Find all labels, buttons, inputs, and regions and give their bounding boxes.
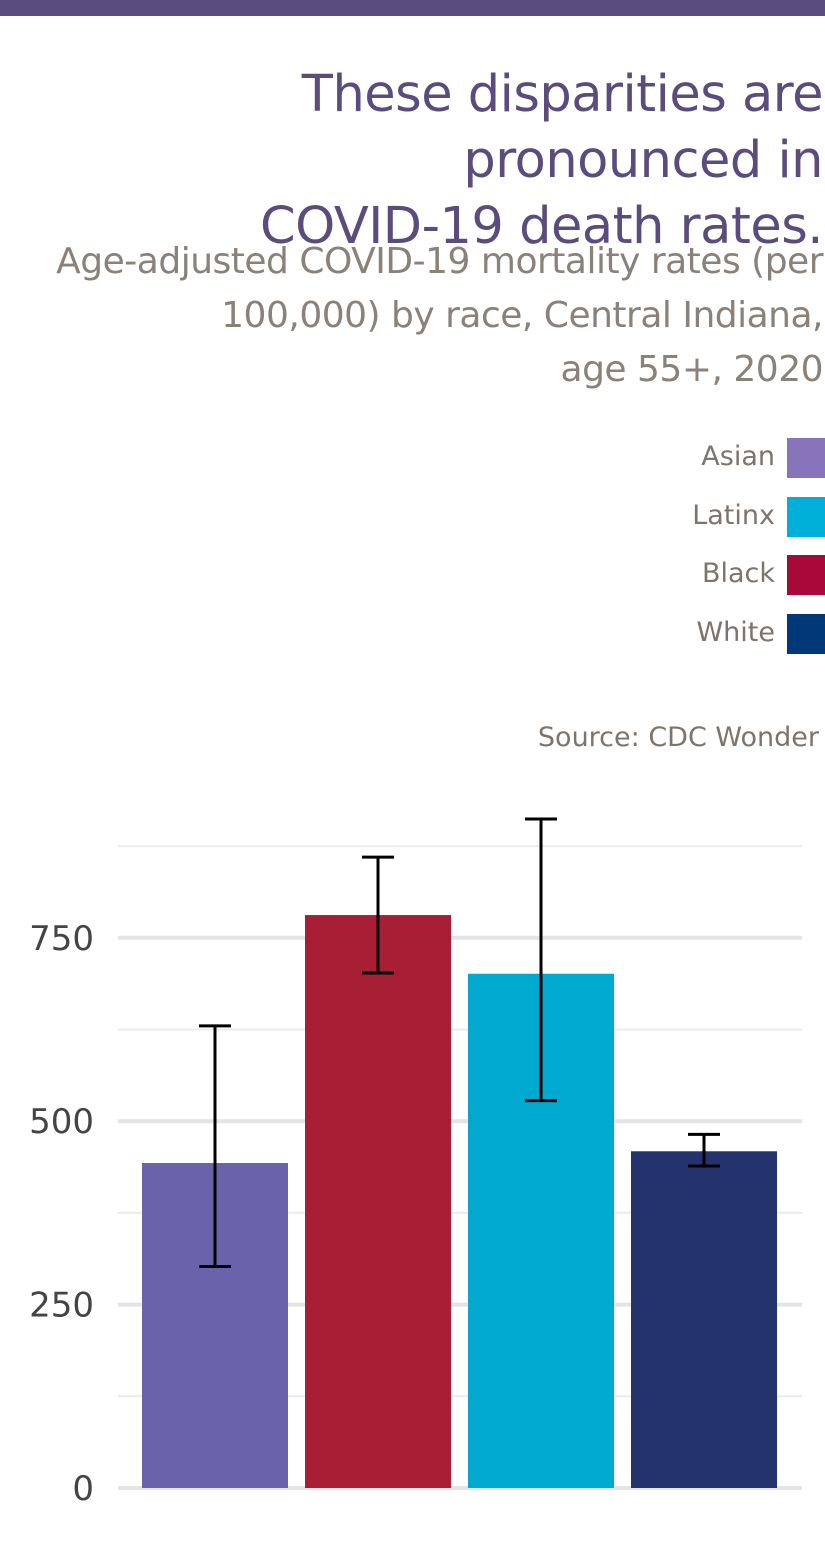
chart-subtitle: Age-adjusted COVID-19 mortality rates (p… (8, 235, 823, 397)
top-accent-bar (0, 0, 825, 16)
y-tick-label: 750 (29, 919, 94, 959)
subtitle-line-2: 100,000) by race, Central Indiana, (221, 295, 823, 336)
legend-label-latinx: Latinx (692, 500, 775, 531)
legend-item-black: Black (525, 555, 825, 595)
bar-chart: 0 250 500 750 (29, 817, 802, 1509)
subtitle-line-3: age 55+, 2020 (560, 349, 824, 390)
title-line-2: COVID-19 death rates. (260, 197, 823, 256)
source-note: Source: CDC Wonder (537, 722, 819, 753)
bar-white (631, 1151, 777, 1488)
legend-item-latinx: Latinx (525, 497, 825, 537)
legend-swatch-black (787, 555, 825, 595)
page-title: These disparities are pronounced in COVI… (23, 62, 823, 260)
legend-swatch-asian (787, 438, 825, 478)
legend-item-white: White (525, 614, 825, 654)
legend-swatch-latinx (787, 497, 825, 537)
legend-label-asian: Asian (701, 441, 775, 472)
bar-black (305, 915, 451, 1488)
subtitle-line-1: Age-adjusted COVID-19 mortality rates (p… (56, 241, 823, 282)
y-tick-label: 500 (29, 1102, 94, 1142)
title-line-1: These disparities are pronounced in (301, 65, 824, 190)
legend-label-black: Black (701, 558, 775, 589)
legend-item-asian: Asian (525, 438, 825, 478)
legend-label-white: White (696, 617, 775, 648)
y-tick-label: 250 (29, 1286, 94, 1326)
y-tick-label: 0 (72, 1469, 94, 1509)
legend-swatch-white (787, 614, 825, 654)
